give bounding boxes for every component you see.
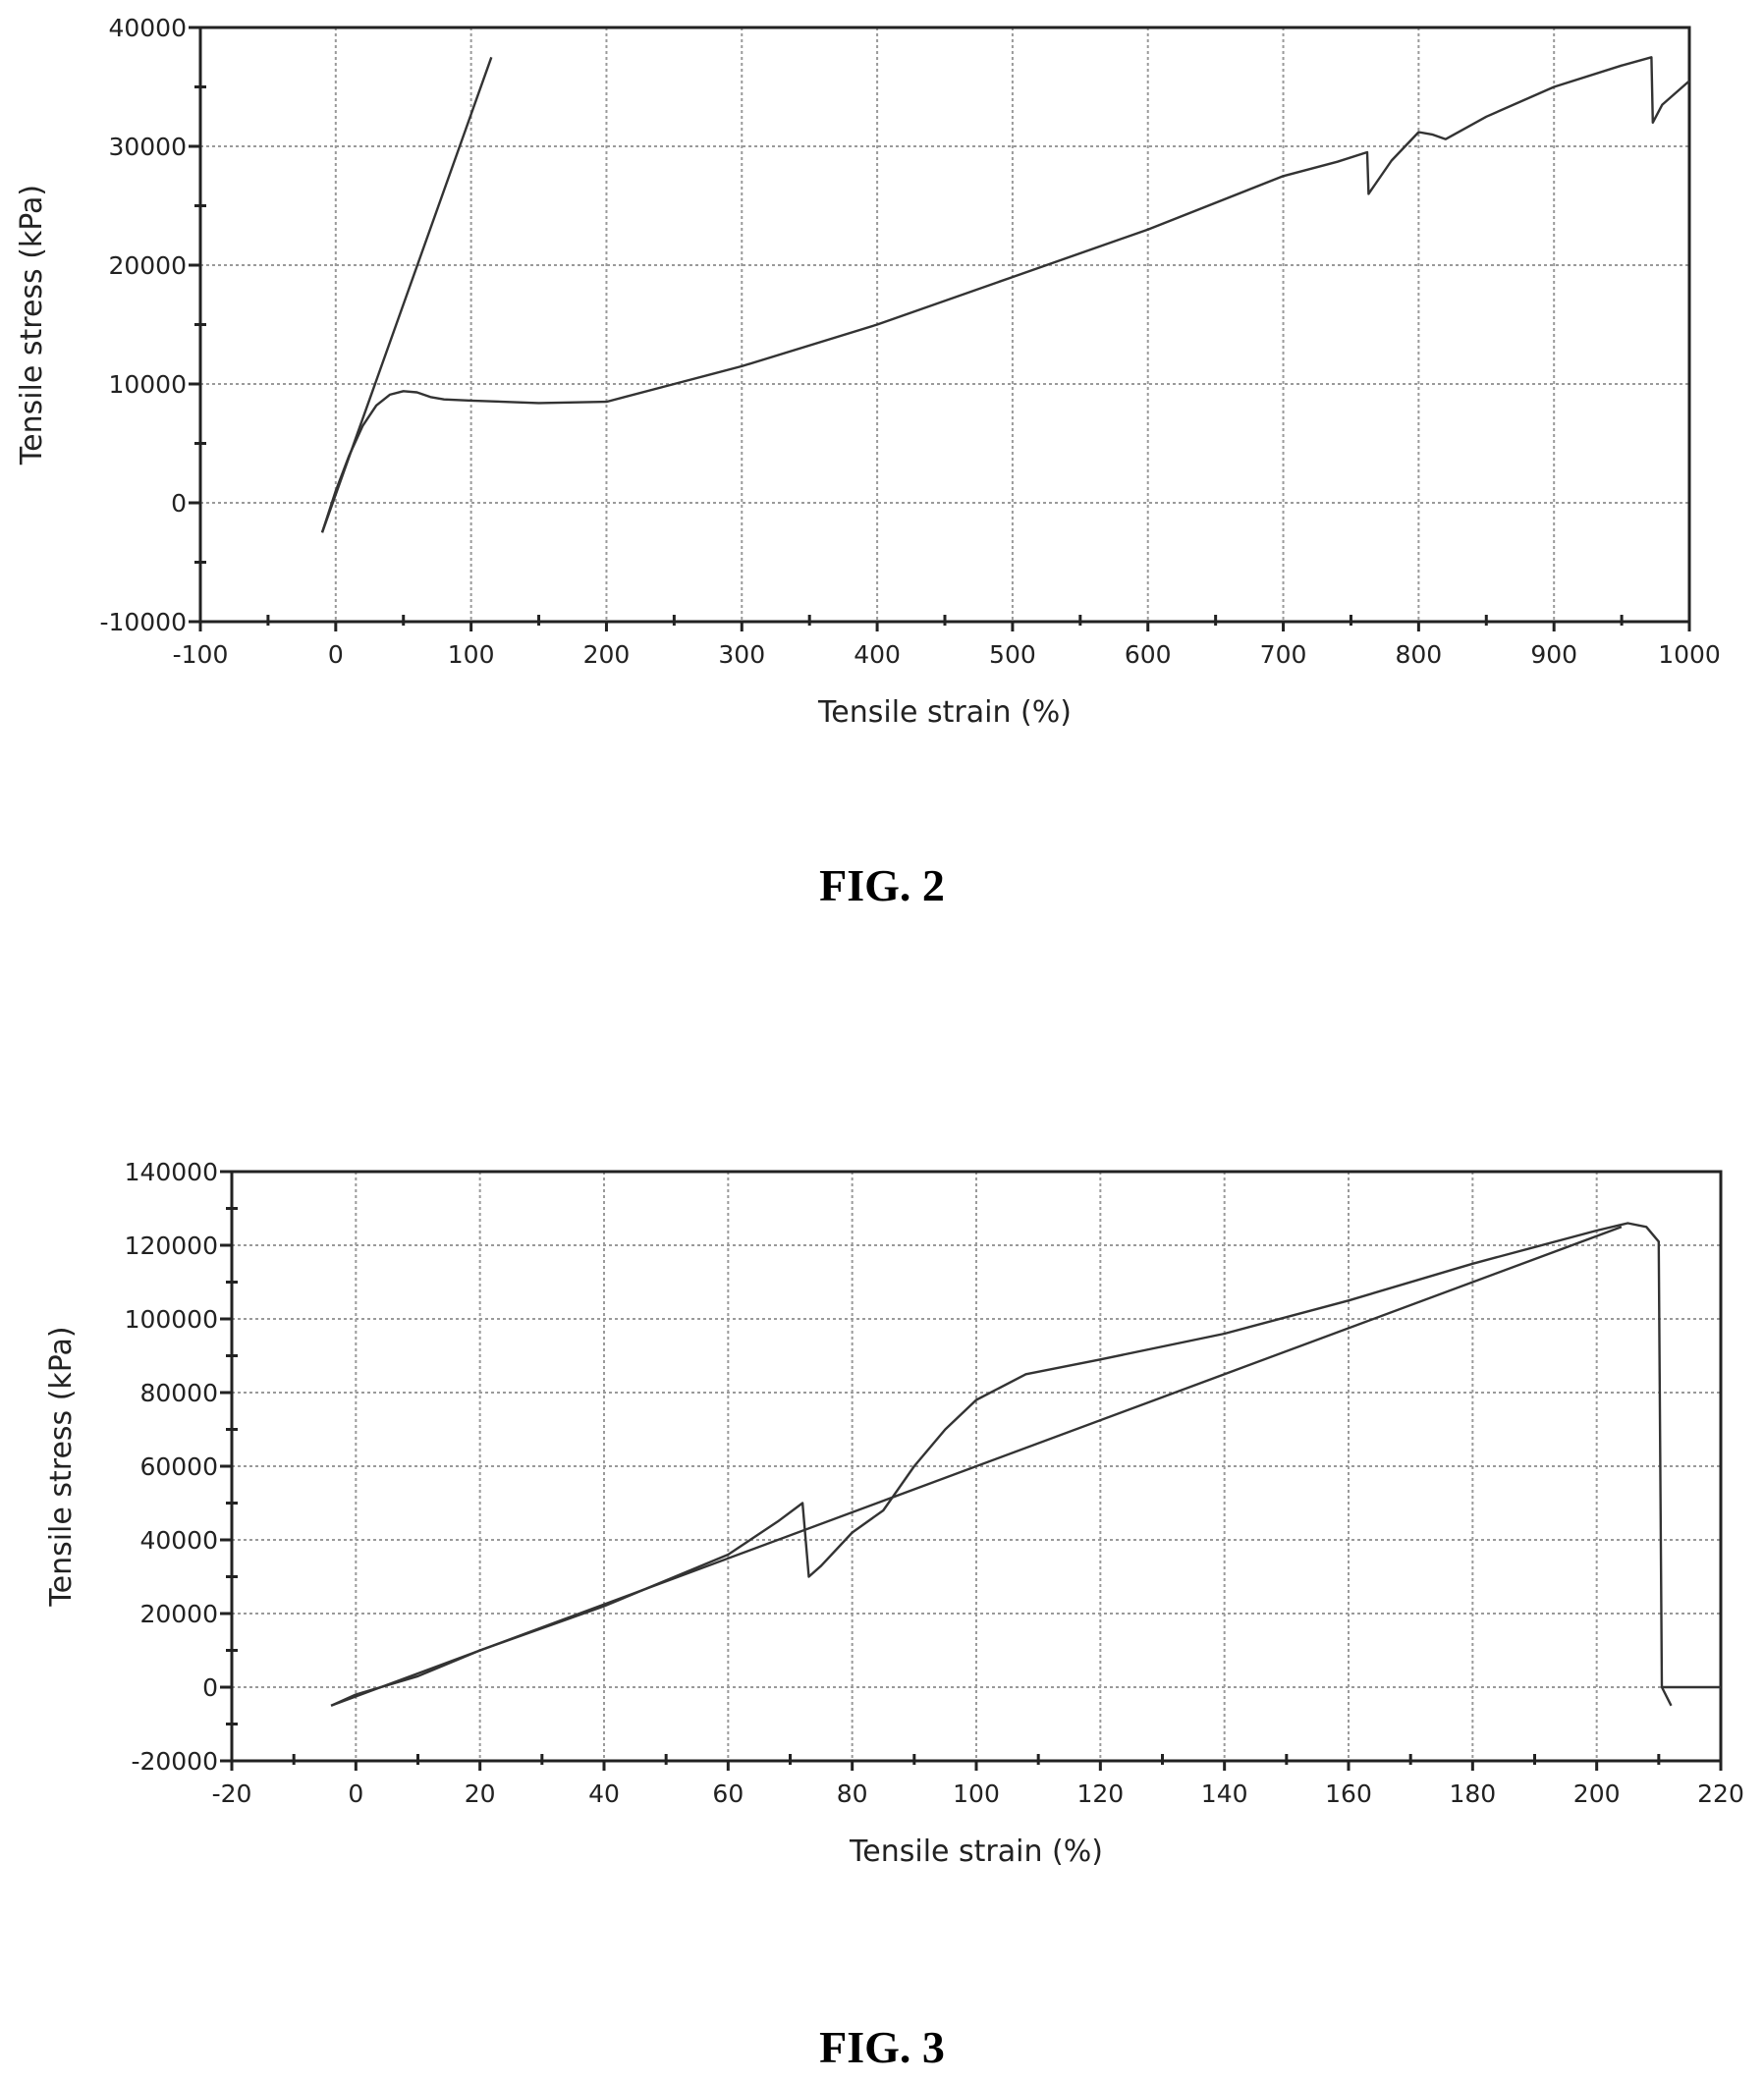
x-tick-label: 0	[328, 640, 344, 669]
series-line-1	[320, 56, 1690, 533]
y-tick-label: 80000	[139, 1379, 218, 1407]
y-tick-label: 0	[202, 1673, 218, 1702]
x-tick-label: 500	[989, 640, 1036, 669]
y-tick-label: 140000	[125, 1158, 218, 1186]
series-line-2	[330, 1226, 1623, 1707]
series-line-1	[330, 1222, 1673, 1707]
y-tick-label: 0	[171, 489, 187, 518]
x-tick-label: 20	[465, 1780, 496, 1808]
x-tick-label: 200	[583, 640, 631, 669]
y-tick-label: -20000	[131, 1747, 218, 1776]
x-tick-label: 220	[1697, 1780, 1744, 1808]
y-tick-label: 10000	[108, 370, 187, 399]
x-tick-label: -20	[212, 1780, 252, 1808]
x-tick-label: 60	[712, 1780, 744, 1808]
y-tick-label: -10000	[99, 608, 187, 636]
y-tick-label: 20000	[108, 251, 187, 280]
y-tick-label: 20000	[139, 1600, 218, 1628]
y-tick-label: 40000	[108, 14, 187, 42]
y-axis-label: Tensile stress (kPa)	[44, 1326, 79, 1607]
x-tick-label: 0	[348, 1780, 363, 1808]
y-tick-label: 120000	[125, 1232, 218, 1260]
x-tick-label: 140	[1201, 1780, 1248, 1808]
series-line-2	[320, 56, 493, 533]
x-tick-label: 40	[588, 1780, 620, 1808]
x-tick-label: 1000	[1658, 640, 1721, 669]
figure-caption-fig2: FIG. 2	[819, 860, 945, 910]
y-axis-label: Tensile stress (kPa)	[15, 185, 49, 465]
x-tick-label: 300	[718, 640, 765, 669]
x-tick-label: -100	[173, 640, 229, 669]
chart-fig2: -100 0 100 200 300 400 500 600 700 800 900 1000 -100…	[15, 14, 1721, 730]
x-axis-label: Tensile strain (%)	[849, 1835, 1103, 1869]
y-tick-label: 40000	[139, 1526, 218, 1555]
x-tick-label: 120	[1076, 1780, 1124, 1808]
x-tick-label: 80	[837, 1780, 868, 1808]
x-tick-label: 800	[1396, 640, 1443, 669]
chart-fig3: -20 0 20 40 60 80 100 120 140 160 180 200 220 -20000 0…	[44, 1158, 1744, 1869]
x-tick-label: 100	[953, 1780, 1000, 1808]
figure-caption-fig3: FIG. 3	[819, 2022, 945, 2072]
x-tick-label: 160	[1325, 1780, 1372, 1808]
x-tick-label: 400	[854, 640, 901, 669]
y-tick-label: 30000	[108, 133, 187, 161]
x-tick-label: 100	[448, 640, 495, 669]
x-tick-label: 180	[1449, 1780, 1496, 1808]
x-tick-label: 700	[1260, 640, 1307, 669]
x-axis-label: Tensile strain (%)	[817, 695, 1072, 730]
y-tick-label: 100000	[125, 1305, 218, 1334]
y-tick-label: 60000	[139, 1452, 218, 1481]
x-tick-label: 900	[1530, 640, 1577, 669]
x-tick-label: 200	[1573, 1780, 1621, 1808]
plot-frame	[198, 26, 1691, 624]
x-tick-label: 600	[1125, 640, 1172, 669]
